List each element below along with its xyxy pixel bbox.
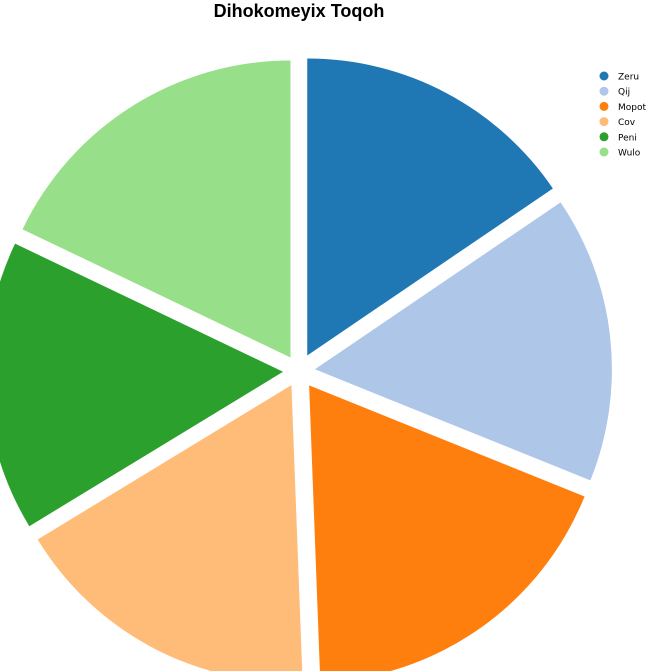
legend-marker-peni [599, 132, 609, 142]
legend-label-wulo: Wulo [618, 149, 641, 159]
pie-slice-peni [0, 243, 284, 527]
pie-slice-qij [314, 202, 612, 481]
legend-marker-zeru [599, 71, 609, 81]
legend-label-qij: Qij [618, 88, 630, 98]
legend-marker-mopot [599, 101, 609, 111]
pie-slices [0, 58, 612, 671]
legend-label-cov: Cov [618, 118, 636, 128]
pie-slice-mopot [309, 385, 585, 671]
pie-slice-zeru [307, 58, 553, 356]
pie-slice-cov [37, 385, 303, 671]
legend-marker-cov [599, 117, 609, 127]
legend-label-peni: Peni [618, 133, 637, 143]
legend: Zeru Qij Mopot Cov Peni Wulo [599, 71, 646, 159]
pie-slice-wulo [22, 60, 291, 358]
legend-marker-qij [599, 86, 609, 96]
chart-title: Dihokomeyix Toqoh [214, 1, 385, 21]
legend-label-mopot: Mopot [618, 103, 646, 113]
legend-marker-wulo [599, 147, 609, 157]
legend-label-zeru: Zeru [618, 73, 639, 83]
